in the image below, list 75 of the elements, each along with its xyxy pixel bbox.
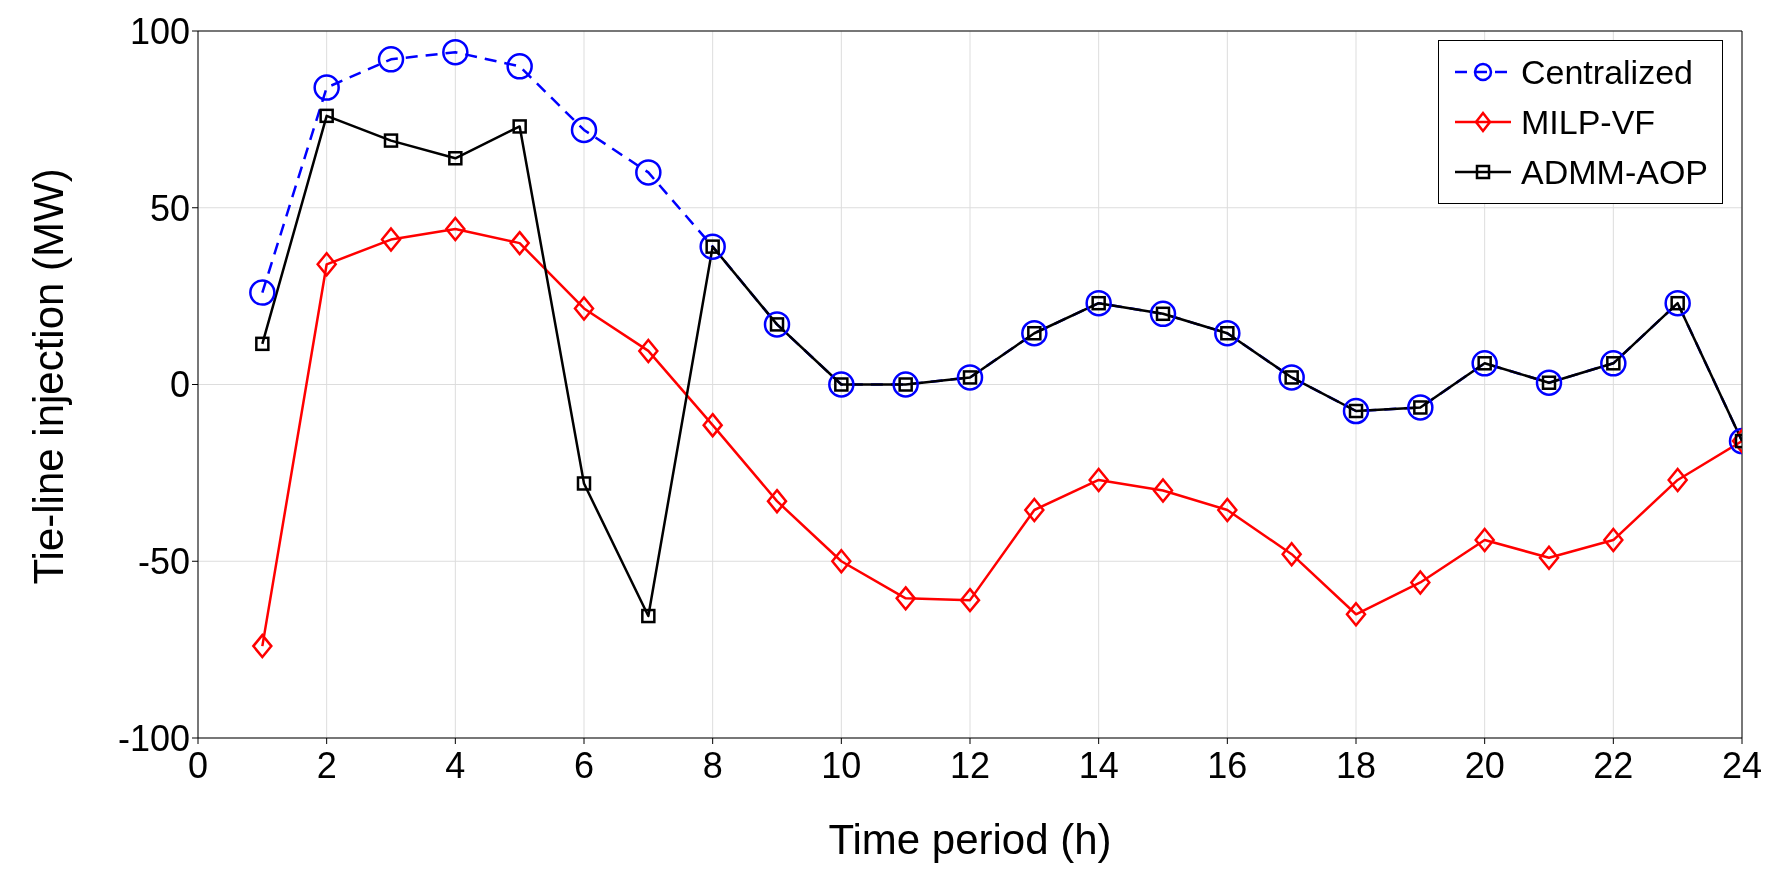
y-axis-title: Tie-line injection (MW) [24,168,72,585]
x-tick-label: 4 [445,744,466,786]
point [1342,397,1370,425]
point [1217,497,1238,523]
point [1600,350,1627,377]
x-axis-title: Time period (h) [828,816,1112,863]
y-tick-label: -100 [117,717,190,759]
legend-label: MILP-VF [1521,102,1656,143]
point [1214,319,1241,347]
point [319,108,334,124]
point [831,549,852,574]
point [895,586,916,611]
point [766,488,788,514]
point [1664,289,1691,317]
point [1667,467,1688,493]
point [573,296,595,321]
point [442,38,469,66]
point [249,279,276,306]
x-tick-label: 12 [949,744,991,786]
x-tick-label: 16 [1207,744,1248,786]
point [1471,350,1498,377]
y-tick-label: -50 [137,541,190,583]
legend-label: Centralized [1521,52,1693,93]
point [570,116,598,144]
point [1474,527,1495,553]
point [316,252,337,277]
point [252,633,273,659]
point [1278,364,1305,391]
point [1088,467,1109,493]
point [1603,527,1624,553]
x-tick-label: 18 [1335,744,1377,786]
x-tick-label: 8 [702,744,723,786]
point [377,46,405,73]
x-tick-label: 24 [1721,744,1763,786]
point [512,119,527,134]
point [1345,602,1367,627]
x-tick-label: 6 [573,744,595,786]
point [892,371,919,398]
point [1024,497,1045,523]
point [1410,570,1431,595]
y-tick-label: 50 [149,187,190,229]
point [380,227,402,252]
legend-label: ADMM-AOP [1521,152,1708,193]
point [956,364,984,391]
x-tick-label: 22 [1593,744,1634,786]
point [1407,394,1434,421]
x-tick-label: 10 [821,744,862,786]
point [1149,300,1177,328]
x-tick-label: 14 [1078,744,1119,786]
point [641,608,656,624]
x-tick-label: 20 [1464,744,1505,786]
y-tick-label: 100 [129,10,190,52]
point [448,151,463,166]
point [638,338,659,364]
point [255,336,270,352]
point [576,476,592,491]
point [959,587,981,613]
point [1535,369,1563,396]
point [699,233,726,260]
point [702,412,723,438]
point [509,230,530,256]
point [506,53,533,80]
point [1281,541,1302,567]
point [313,74,340,101]
point [763,311,791,338]
point [828,371,855,398]
point [1152,478,1174,503]
x-tick-label: 2 [316,744,337,786]
point [1021,319,1048,347]
point [1085,289,1112,317]
point [445,216,466,242]
y-tick-label: 0 [169,364,190,406]
point [1538,545,1560,570]
point [383,133,399,148]
point [635,159,662,186]
